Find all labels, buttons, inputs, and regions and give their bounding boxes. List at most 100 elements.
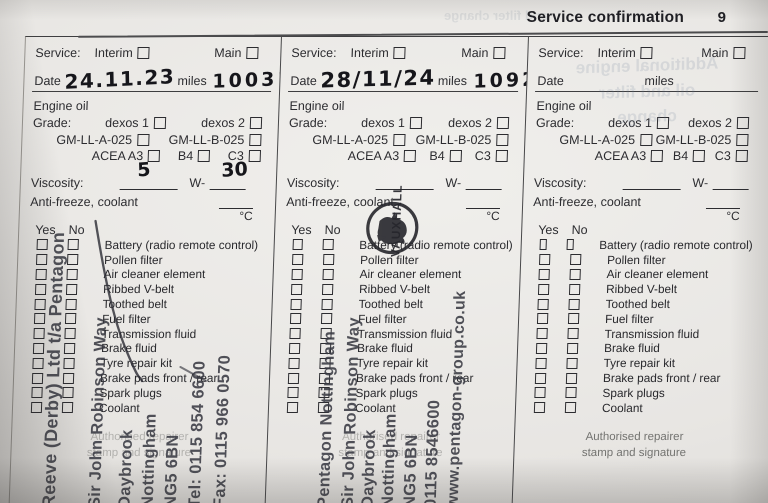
gm-b-option: GM-LL-B-025 (655, 133, 749, 147)
checklist-row: Ribbed V-belt (25, 282, 265, 297)
viscosity-w-field: 30 (209, 158, 248, 190)
yes-checkbox (32, 342, 45, 354)
service-type-row: Service: Interim Main (291, 46, 519, 60)
interim-label: Interim (597, 46, 637, 60)
checklist-row: Toothed belt (280, 297, 511, 312)
checklist-row: Brake fluid (279, 341, 510, 356)
interim-label: Interim (350, 46, 390, 60)
acea-row: ACEA A3 B4 C3 (533, 148, 757, 165)
yes-checkbox (30, 402, 43, 414)
viscosity-row: Viscosity: W- (532, 168, 756, 190)
viscosity-w-field (465, 175, 503, 190)
checklist-item-label: Pollen filter (606, 252, 666, 267)
no-checkbox (319, 357, 331, 369)
antifreeze-label: Anti-freeze, coolant (285, 194, 395, 209)
dexos2-label: dexos 2 (447, 116, 493, 131)
antifreeze-label: Anti-freeze, coolant (29, 194, 139, 209)
checklist-item-label: Fuel filter (604, 311, 654, 326)
c3-label: C3 (714, 149, 732, 164)
yes-checkbox (287, 387, 299, 399)
main-option: Main (214, 46, 259, 60)
checklist-row: Air cleaner element (25, 267, 265, 282)
no-checkbox (565, 387, 577, 399)
acea-checkbox (651, 150, 664, 163)
checklist-item-label: Spark plugs (355, 385, 419, 400)
interim-checkbox (393, 47, 406, 59)
no-checkbox (567, 313, 580, 325)
checklist-item-label: Battery (radio remote control) (104, 237, 259, 252)
viscosity-label: Viscosity: (533, 175, 587, 190)
main-label: Main (461, 46, 489, 60)
service-record-column-1: Service: Interim Main Date 24.11.23 mile… (8, 36, 282, 503)
authorised-repairer-note: Authorised repairer stamp and signature (19, 429, 259, 461)
no-checkbox (319, 342, 332, 354)
main-checkbox (493, 47, 506, 59)
viscosity-label: Viscosity: (286, 175, 340, 190)
yes-checkbox (289, 313, 302, 325)
yes-label: Yes (34, 222, 56, 237)
yes-checkbox (290, 283, 303, 295)
checklist-item-label: Spark plugs (602, 385, 666, 400)
no-checkbox (322, 268, 334, 280)
service-columns: Service: Interim Main Date 24.11.23 mile… (8, 36, 768, 503)
checklist-item-label: Transmission fluid (101, 326, 197, 341)
yes-checkbox (538, 254, 551, 266)
interim-checkbox (640, 47, 653, 59)
no-checkbox (65, 283, 78, 295)
main-label: Main (701, 46, 729, 60)
no-checkbox (61, 402, 74, 414)
checklist-row: Brake pads front / rear (278, 371, 509, 386)
handwritten-miles: 100311 (212, 67, 282, 93)
yes-checkbox (535, 357, 547, 369)
service-label: Service: (35, 46, 81, 60)
no-checkbox (63, 357, 75, 369)
yes-checkbox (539, 239, 547, 251)
date-label: Date (290, 74, 318, 88)
yes-checkbox (289, 328, 301, 340)
checklist-row: Coolant (524, 400, 748, 415)
checklist-row: Pollen filter (26, 252, 266, 267)
c3-option: C3 (714, 149, 749, 164)
checklist-item-label: Toothed belt (102, 297, 168, 312)
checklist-row: Spark plugs (21, 385, 261, 400)
service-checklist: Battery (radio remote control) Pollen fi… (524, 238, 753, 416)
celsius-label: °C (239, 208, 253, 223)
page-number: 9 (717, 9, 726, 26)
no-checkbox (322, 239, 334, 251)
main-option: Main (461, 46, 506, 60)
checklist-row: Battery (radio remote control) (26, 238, 266, 253)
no-checkbox (565, 372, 578, 384)
c3-checkbox (735, 150, 749, 163)
yes-checkbox (534, 372, 547, 384)
yes-checkbox (288, 342, 301, 354)
gm-b-option: GM-LL-B-025 (415, 133, 509, 147)
dexos2-label: dexos 2 (687, 116, 733, 131)
acea-row: ACEA A3 B4 C3 (286, 148, 517, 165)
grade-row: Grade: dexos 1 dexos 2 (287, 115, 518, 132)
no-checkbox (64, 328, 76, 340)
antifreeze-field (218, 194, 254, 209)
checklist-item-label: Brake pads front / rear (602, 371, 721, 386)
checklist-item-label: Ribbed V-belt (102, 282, 175, 297)
service-record-column-2: Service: Interim Main Date 28/11/24 mile… (264, 36, 528, 503)
antifreeze-row: Anti-freeze, coolant (28, 190, 268, 209)
yes-checkbox (33, 313, 46, 325)
checklist-row: Air cleaner element (528, 267, 752, 282)
viscosity-field: 5 (119, 158, 178, 190)
yes-checkbox (291, 268, 303, 280)
handwritten-viscosity-w: 30 (221, 157, 249, 182)
service-checklist: Battery (radio remote control) Pollen fi… (21, 238, 266, 416)
main-checkbox (246, 47, 259, 59)
no-checkbox (62, 387, 74, 399)
gm-b-checkbox (496, 133, 509, 146)
yes-checkbox (35, 268, 47, 280)
service-checklist: Battery (radio remote control) Pollen fi… (277, 238, 513, 416)
checklist-item-label: Brake fluid (603, 341, 661, 356)
checklist-row: Transmission fluid (526, 326, 750, 341)
gm-a-option: GM-LL-A-025 (559, 133, 653, 147)
auth-note-line1: Authorised repairer (341, 431, 441, 444)
yes-label: Yes (537, 222, 559, 237)
no-checkbox (566, 239, 574, 251)
no-checkbox (566, 342, 579, 354)
auth-note-line2: stamp and signature (338, 447, 443, 460)
